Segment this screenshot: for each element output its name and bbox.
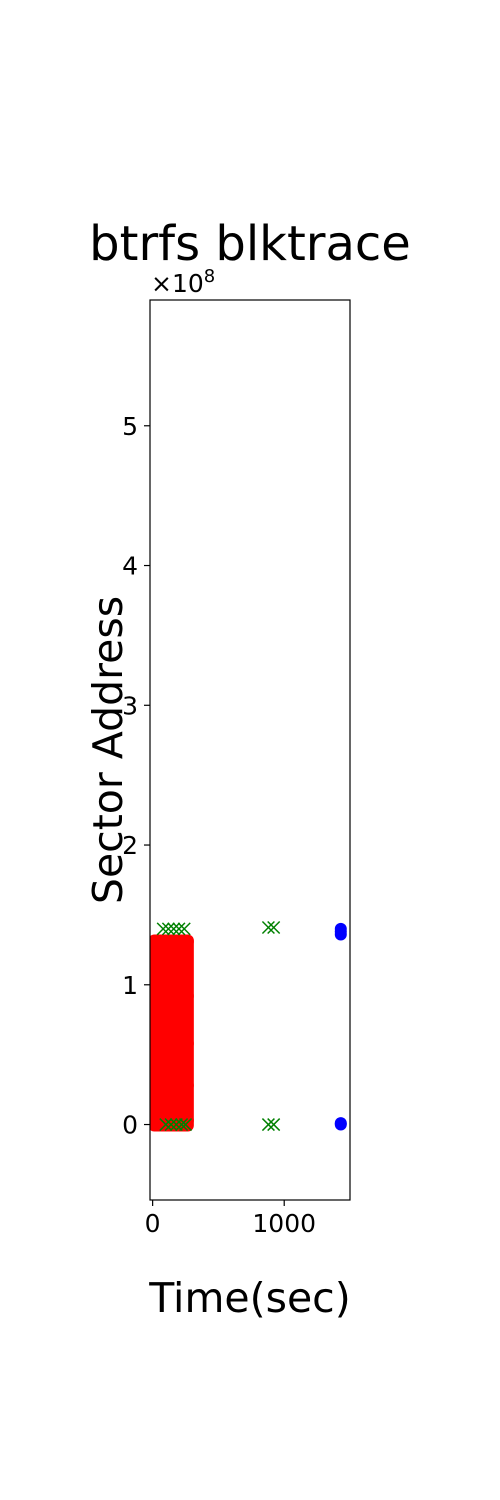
data-point [150,1033,163,1048]
y-axis: 0 1 2 3 4 5 [122,412,150,1140]
data-point [179,988,194,1003]
data-point [169,1118,183,1132]
data-point [267,1118,281,1132]
data-point [267,920,281,935]
plot-layer [150,920,347,1132]
x-axis: 0 1000 [145,1200,316,1238]
data-point [179,1113,194,1128]
data-point [164,1118,178,1132]
series-2 [334,922,347,1131]
data-point [179,1078,194,1093]
data-point [159,1118,173,1132]
data-point [261,920,275,935]
data-point [178,1118,193,1132]
data-point [169,998,184,1013]
data-point [164,1019,179,1034]
data-point [153,963,168,978]
data-point [153,1005,168,1020]
data-point [161,922,175,936]
data-point [177,922,191,936]
chart-title: btrfs blktrace [89,216,411,272]
data-point [153,1061,168,1076]
y-tick-label: 4 [122,552,138,581]
y-tick-label: 0 [122,1111,138,1140]
data-point [175,1118,189,1132]
x-tick-label: 0 [145,1209,161,1238]
data-point [169,949,184,964]
y-tick-label: 3 [122,691,138,720]
data-point [169,1047,184,1062]
series-1 [156,920,281,1132]
series-0 [150,934,194,1132]
y-offset-label: ×108 [151,266,215,298]
y-offset-exponent: 8 [204,266,215,287]
data-point [334,1118,347,1131]
x-tick-label: 1000 [252,1209,316,1238]
data-point [158,1040,173,1055]
data-point [174,970,189,985]
y-axis-label: Sector Address [84,596,132,904]
data-point [164,977,179,992]
data-point [261,1118,275,1132]
data-point [167,922,181,936]
plot-frame [149,299,351,1201]
data-point [158,1082,173,1097]
data-point [179,1036,194,1051]
x-axis-label: Time(sec) [148,1274,350,1322]
data-point [156,922,170,936]
data-point [334,928,347,941]
y-tick-label: 5 [122,412,138,441]
data-point [164,934,179,949]
data-point [150,1075,163,1090]
data-point [172,922,186,936]
y-tick-label: 1 [122,971,138,1000]
data-point [179,934,194,949]
data-point [164,1103,179,1118]
data-point [169,1089,184,1104]
y-tick-label: 2 [122,831,138,860]
data-point [150,991,163,1006]
